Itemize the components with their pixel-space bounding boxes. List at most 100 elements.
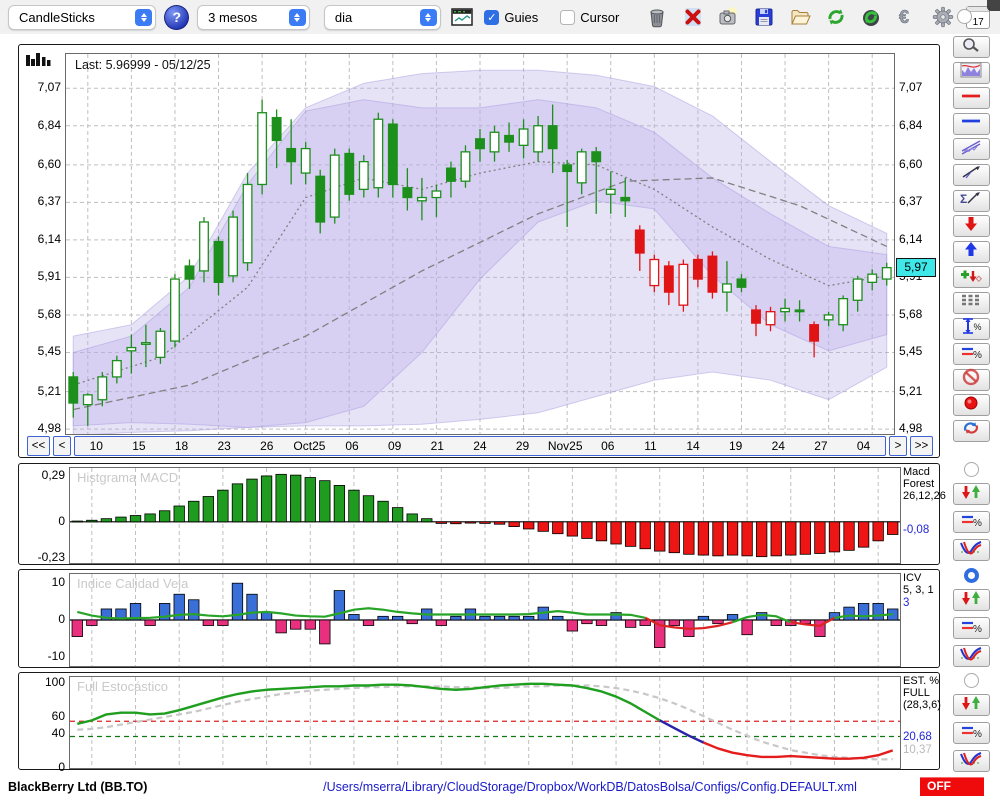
zoom-tool-button[interactable] bbox=[952, 36, 990, 58]
interval-select[interactable]: dia bbox=[323, 4, 441, 30]
date-label: 04 bbox=[856, 439, 871, 453]
stochastic-plot[interactable] bbox=[69, 676, 901, 769]
ytick-price-left: 5,45 bbox=[37, 344, 61, 359]
percent-levels-tool-button[interactable]: % bbox=[952, 343, 990, 366]
last-price-badge-value: 5,97 bbox=[904, 260, 928, 275]
macd-percent-levels-button[interactable]: % bbox=[952, 511, 990, 534]
select-stepper-icon bbox=[419, 8, 437, 26]
date-label: Nov25 bbox=[547, 439, 583, 453]
red-line-tool-button[interactable] bbox=[952, 87, 990, 110]
svg-text:%: % bbox=[973, 624, 982, 635]
percent-levels-icon: % bbox=[959, 722, 983, 745]
stochastic-signal-arrows-button[interactable] bbox=[952, 694, 990, 716]
stochastic-percent-levels-button[interactable]: % bbox=[952, 722, 990, 745]
trendline-tool-button[interactable] bbox=[952, 163, 990, 186]
date-label: 29 bbox=[515, 439, 530, 453]
macd-plot[interactable] bbox=[69, 467, 901, 564]
record-tool-button[interactable] bbox=[952, 394, 990, 417]
mini-chart-icon[interactable] bbox=[449, 4, 477, 30]
range-value: 3 mesos bbox=[208, 9, 258, 25]
chart-style-icon[interactable] bbox=[25, 51, 55, 72]
percent-levels-icon: % bbox=[959, 511, 983, 534]
icv-yaxis: 10 0 -10 bbox=[21, 570, 65, 667]
macd-yaxis: 0,29 0 -0,23 bbox=[21, 464, 65, 564]
date-labels-strip[interactable]: 10 15 18 23 26 Oct25 06 09 21 24 29 Nov25 06 11 14 19 24… bbox=[74, 436, 886, 456]
indicator-window-button[interactable] bbox=[952, 61, 990, 84]
date-label: 15 bbox=[132, 439, 146, 453]
off-status-badge[interactable]: OFF bbox=[920, 777, 984, 796]
macd-panel-radio[interactable] bbox=[963, 462, 979, 477]
channel-lines-icon bbox=[959, 138, 983, 161]
svg-text:Σ: Σ bbox=[960, 192, 967, 206]
red-horizontal-line-icon bbox=[959, 87, 983, 110]
scroll-first-button[interactable]: << bbox=[27, 436, 50, 456]
help-button[interactable]: ? bbox=[164, 4, 190, 30]
disable-tool-button[interactable] bbox=[952, 368, 990, 391]
vertical-measure-icon: % bbox=[959, 317, 983, 340]
ytick-price-left: 6,37 bbox=[37, 194, 61, 209]
ytick-price-left: 5,91 bbox=[37, 269, 61, 284]
sell-marker-tool-button[interactable] bbox=[952, 215, 990, 238]
guies-checkbox[interactable]: ✓ Guies bbox=[484, 9, 538, 25]
scroll-last-button[interactable]: >> bbox=[910, 436, 933, 456]
date-label: Oct25 bbox=[293, 439, 326, 453]
sum-trendline-tool-button[interactable]: Σ bbox=[952, 189, 990, 212]
macd-style-button[interactable] bbox=[952, 539, 990, 562]
calendar-icon[interactable]: 17 bbox=[964, 4, 992, 30]
icv-panel-radio[interactable] bbox=[963, 568, 979, 583]
stochastic-style-button[interactable] bbox=[952, 750, 990, 773]
ytick-stoch: 60 bbox=[51, 708, 65, 723]
ytick-price-right: 7,07 bbox=[899, 80, 923, 95]
reload-data-icon[interactable] bbox=[857, 4, 885, 30]
icv-style-button[interactable] bbox=[952, 645, 990, 667]
price-panel-radio[interactable] bbox=[957, 9, 972, 24]
range-select[interactable]: 3 mesos bbox=[197, 4, 310, 30]
macd-signal-arrows-button[interactable] bbox=[952, 483, 990, 505]
icv-plot[interactable] bbox=[69, 573, 901, 667]
ytick-price-right: 5,21 bbox=[899, 383, 923, 398]
date-label: 19 bbox=[729, 439, 743, 453]
channel-tool-button[interactable] bbox=[952, 138, 990, 161]
ytick-price-left: 6,14 bbox=[37, 231, 61, 246]
date-label: 18 bbox=[174, 439, 189, 453]
delete-icon[interactable] bbox=[679, 4, 707, 30]
select-stepper-icon bbox=[288, 8, 306, 26]
snapshot-icon[interactable] bbox=[715, 4, 743, 30]
ytick-stoch: 100 bbox=[44, 674, 65, 689]
sync-tool-button[interactable] bbox=[952, 419, 990, 442]
chart-type-select[interactable]: CandleSticks bbox=[8, 4, 157, 30]
ytick-price-left: 6,60 bbox=[37, 156, 61, 171]
record-icon bbox=[959, 394, 983, 417]
icv-percent-levels-button[interactable]: % bbox=[952, 617, 990, 639]
scroll-next-button[interactable]: > bbox=[889, 436, 907, 456]
date-label: 10 bbox=[89, 439, 103, 453]
settings-gear-icon[interactable] bbox=[929, 4, 957, 30]
refresh-icon[interactable] bbox=[822, 4, 850, 30]
ytick-price-left: 7,07 bbox=[37, 80, 61, 95]
save-icon[interactable] bbox=[750, 4, 778, 30]
buy-marker-tool-button[interactable] bbox=[952, 240, 990, 263]
price-plot[interactable] bbox=[65, 53, 895, 437]
macd-panel: 0,29 0 -0,23 Histgrama MACD Macd Forest 26,1… bbox=[18, 463, 946, 565]
blue-line-tool-button[interactable] bbox=[952, 112, 990, 135]
sigma-trend-icon: Σ bbox=[959, 189, 983, 212]
forbidden-icon bbox=[959, 368, 983, 391]
indicator-curves-icon bbox=[959, 750, 983, 773]
open-file-icon[interactable] bbox=[786, 4, 814, 30]
icv-panel: 10 0 -10 Indice Calidad Vela ICV 5, 3, 1 3 bbox=[18, 569, 940, 668]
trash-icon[interactable] bbox=[643, 4, 671, 30]
macd-watermark: Histgrama MACD bbox=[77, 470, 179, 485]
ytick-stoch: 0 bbox=[58, 760, 65, 774]
euro-icon[interactable]: € bbox=[893, 4, 921, 30]
down-up-arrows-icon bbox=[959, 589, 983, 612]
stochastic-panel-radio[interactable] bbox=[963, 673, 979, 688]
add-signal-tool-button[interactable] bbox=[952, 266, 990, 289]
scroll-prev-button[interactable]: < bbox=[53, 436, 71, 456]
dashed-levels-tool-button[interactable] bbox=[952, 291, 990, 314]
blue-horizontal-line-icon bbox=[959, 112, 983, 135]
cursor-checkbox[interactable]: Cursor bbox=[560, 9, 619, 25]
icv-indicator-label: ICV 5, 3, 1 bbox=[903, 572, 934, 596]
indicator-curves-icon bbox=[959, 539, 983, 562]
vertical-measure-tool-button[interactable]: % bbox=[952, 317, 990, 340]
icv-signal-arrows-button[interactable] bbox=[952, 589, 990, 612]
